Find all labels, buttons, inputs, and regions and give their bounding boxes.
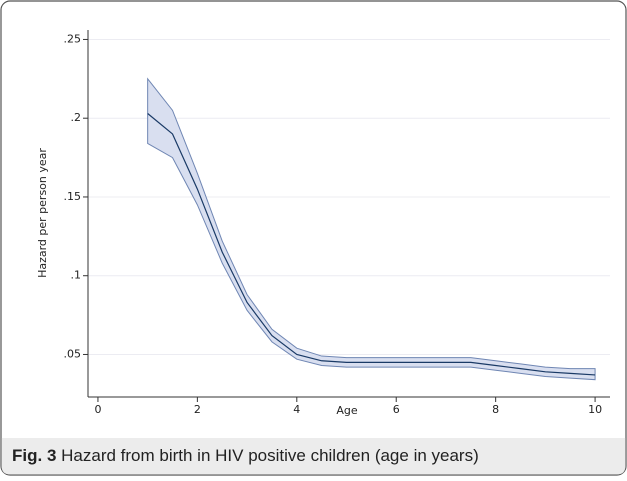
x-tick-label: 6: [393, 403, 400, 416]
caption-label: Fig. 3: [12, 446, 56, 465]
y-axis-label: Hazard per person year: [36, 148, 49, 278]
hazard-line: [147, 113, 596, 376]
x-tick-label: 8: [492, 403, 499, 416]
x-tick-label: 4: [293, 403, 300, 416]
plot: .05 .1 .15 .2 .25 0 2 4 6 8 10: [64, 30, 610, 416]
x-axis-label: Age: [336, 404, 358, 417]
y-tick-label: .1: [71, 269, 82, 282]
y-tick-label: .05: [64, 347, 82, 360]
x-tick-label: 10: [588, 403, 602, 416]
y-tick-label: .15: [64, 190, 82, 203]
x-tick-label: 2: [194, 403, 201, 416]
caption-background: [1, 438, 626, 475]
y-tick-label: .2: [71, 111, 82, 124]
x-tick-label: 0: [94, 403, 101, 416]
caption: Fig. 3 Hazard from birth in HIV positive…: [12, 446, 479, 465]
caption-text: Hazard from birth in HIV positive childr…: [61, 446, 479, 465]
confidence-band: [147, 77, 596, 381]
y-tick-label: .25: [64, 32, 82, 45]
